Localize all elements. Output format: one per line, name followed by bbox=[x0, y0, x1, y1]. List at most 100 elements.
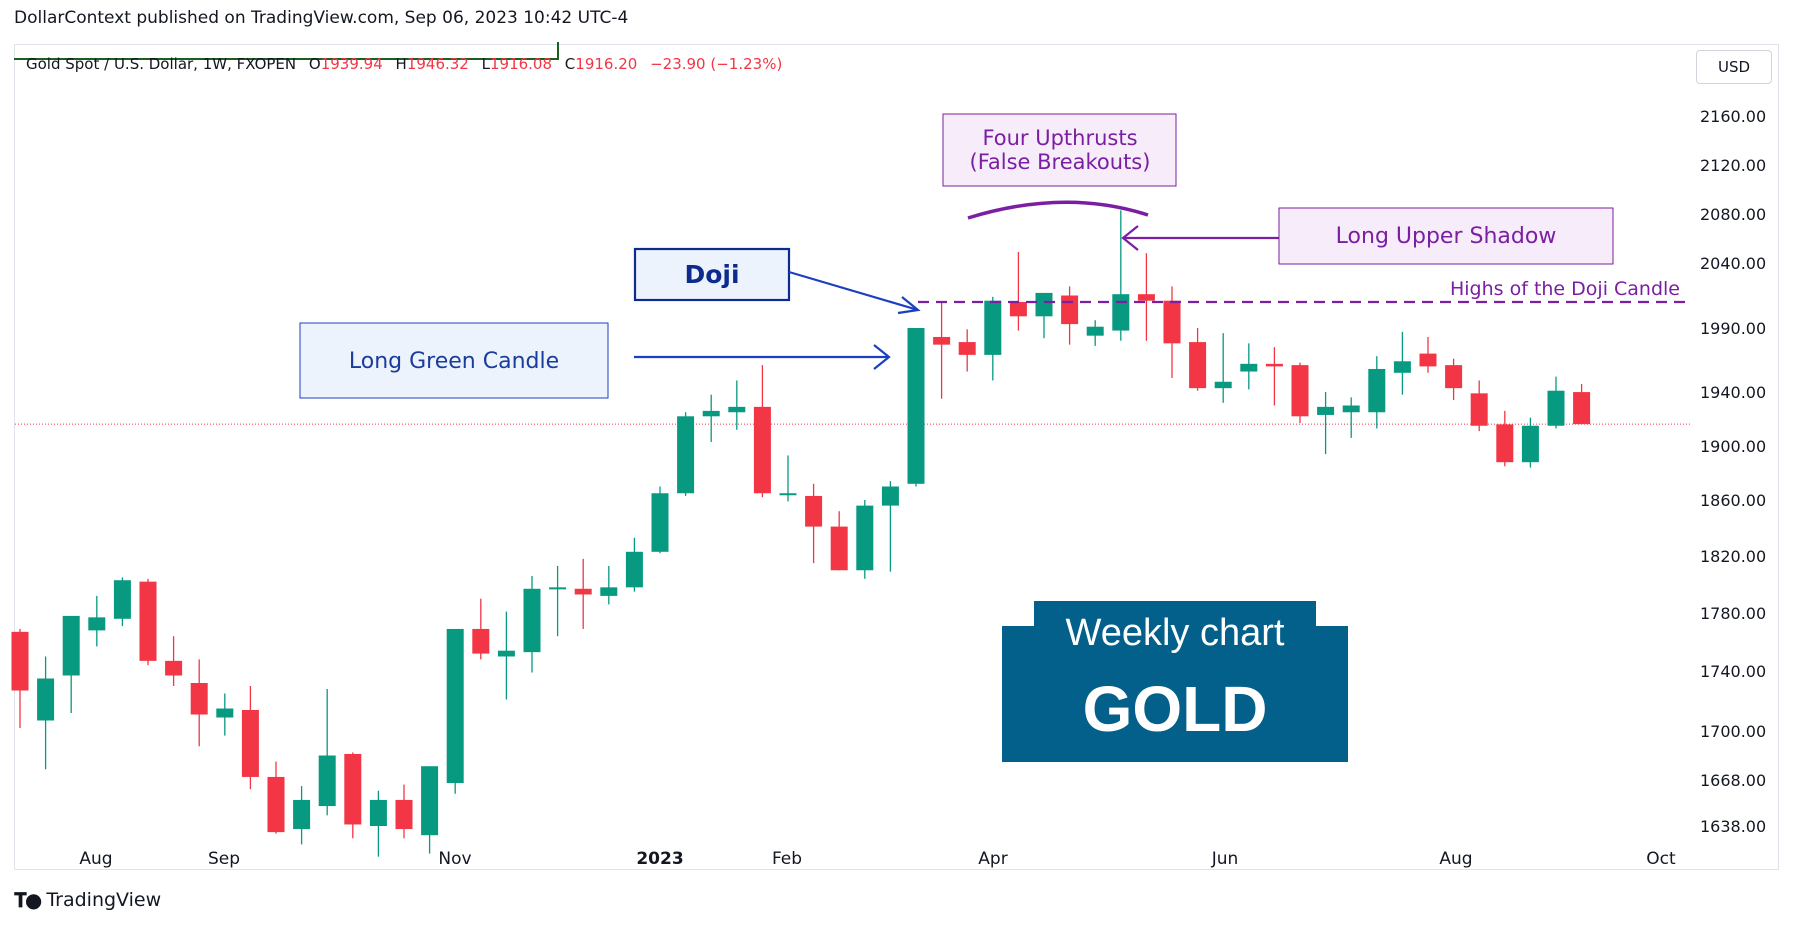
candle bbox=[165, 636, 183, 686]
candle bbox=[1240, 343, 1258, 390]
price-tick-label: 1820.00 bbox=[1700, 547, 1766, 566]
candle bbox=[369, 790, 387, 857]
candle bbox=[395, 784, 413, 839]
candle bbox=[1214, 333, 1232, 403]
candle bbox=[933, 302, 951, 399]
candle-body bbox=[1137, 294, 1155, 301]
time-tick-label: Aug bbox=[1439, 849, 1472, 869]
candle bbox=[830, 511, 848, 571]
candle-body bbox=[907, 328, 925, 484]
candle bbox=[1291, 362, 1309, 424]
candle-body bbox=[62, 615, 80, 676]
legend-change: −23.90 (−1.23%) bbox=[650, 55, 783, 73]
currency-button[interactable]: USD bbox=[1696, 50, 1772, 84]
candle bbox=[1009, 251, 1027, 331]
candle bbox=[267, 761, 285, 834]
candle-body bbox=[1214, 381, 1232, 389]
candle bbox=[907, 328, 925, 487]
candle bbox=[1496, 410, 1514, 467]
candle bbox=[497, 611, 515, 700]
candle bbox=[881, 481, 899, 572]
candle bbox=[1470, 380, 1488, 432]
candle bbox=[1393, 331, 1411, 395]
candle-body bbox=[753, 406, 771, 494]
candle bbox=[1163, 286, 1181, 378]
tradingview-logo-icon: 𝐓● bbox=[14, 888, 42, 912]
candle bbox=[1419, 336, 1437, 373]
chart-frame bbox=[14, 44, 1779, 870]
price-tick-label: 2160.00 bbox=[1700, 107, 1766, 126]
candle-body bbox=[88, 617, 106, 631]
time-tick-label: Jun bbox=[1211, 849, 1239, 869]
candle-body bbox=[574, 588, 592, 595]
upthrust-arc bbox=[967, 200, 1149, 220]
price-tick-label: 1638.00 bbox=[1700, 817, 1766, 836]
candle-body bbox=[1547, 390, 1565, 426]
candle-body bbox=[139, 581, 157, 661]
candle-body bbox=[1035, 292, 1053, 317]
long-upper-shadow-arrowhead bbox=[1121, 225, 1139, 251]
candle-body bbox=[881, 486, 899, 506]
four-upthrusts-line1: Four Upthrusts bbox=[982, 126, 1137, 150]
candle-body bbox=[165, 660, 183, 676]
time-tick-label: 2023 bbox=[636, 849, 683, 869]
candle bbox=[728, 380, 746, 430]
candle bbox=[805, 483, 823, 564]
publisher-line: DollarContext published on TradingView.c… bbox=[14, 8, 629, 28]
candle bbox=[600, 565, 618, 605]
candle bbox=[1035, 292, 1053, 339]
candles bbox=[11, 210, 1591, 857]
doji-label: Doji bbox=[684, 260, 739, 289]
price-tick-label: 2080.00 bbox=[1700, 205, 1766, 224]
candle bbox=[1445, 358, 1463, 401]
candle bbox=[651, 486, 669, 554]
footer-logo-text: TradingView bbox=[46, 889, 162, 911]
time-axis[interactable]: Aug Sep Nov 2023 Feb Apr Jun Aug Oct bbox=[79, 849, 1676, 869]
candle-body bbox=[830, 526, 848, 571]
candle-body bbox=[1419, 353, 1437, 367]
candle bbox=[37, 656, 55, 770]
candle bbox=[1342, 397, 1360, 438]
long-upper-shadow-box bbox=[1278, 207, 1614, 265]
candle bbox=[88, 595, 106, 647]
candle bbox=[753, 365, 771, 498]
candle-body bbox=[190, 683, 208, 715]
candle bbox=[293, 786, 311, 845]
legend-close-value: 1916.20 bbox=[575, 55, 638, 73]
candle-body bbox=[369, 799, 387, 826]
candle-body bbox=[11, 631, 29, 691]
gold-badge bbox=[1002, 601, 1348, 762]
candle bbox=[446, 628, 464, 794]
doji-box bbox=[633, 247, 791, 302]
candle-body bbox=[113, 580, 131, 619]
candle bbox=[344, 752, 362, 839]
candle bbox=[779, 455, 797, 502]
legend-open-value: 1939.94 bbox=[320, 55, 383, 73]
candle bbox=[574, 558, 592, 629]
candle-body bbox=[421, 766, 439, 836]
legend-close-label: C bbox=[564, 55, 576, 73]
legend-low-value: 1916.08 bbox=[489, 55, 553, 73]
candle-body bbox=[1317, 406, 1335, 415]
long-green-candle-label: Long Green Candle bbox=[349, 349, 559, 374]
candle bbox=[190, 659, 208, 747]
candle-body bbox=[651, 493, 669, 552]
candle-body bbox=[1445, 365, 1463, 389]
candle bbox=[523, 575, 541, 673]
candle bbox=[1086, 320, 1104, 346]
gold-label: GOLD bbox=[1083, 673, 1268, 745]
candle-body bbox=[1009, 302, 1027, 317]
legend-open-label: O bbox=[308, 55, 321, 73]
candle-body bbox=[37, 678, 55, 721]
price-axis[interactable]: 2160.00 2120.00 2080.00 2040.00 1990.00 1940.… bbox=[1700, 107, 1766, 836]
candle bbox=[702, 394, 720, 442]
candle-body bbox=[1470, 393, 1488, 426]
candle bbox=[11, 628, 29, 728]
legend-bracket bbox=[14, 42, 559, 60]
candle-body bbox=[241, 710, 259, 777]
four-upthrusts-line2: (False Breakouts) bbox=[970, 150, 1151, 174]
price-tick-label: 1700.00 bbox=[1700, 722, 1766, 741]
candle bbox=[421, 766, 439, 854]
candle-body bbox=[625, 551, 643, 588]
